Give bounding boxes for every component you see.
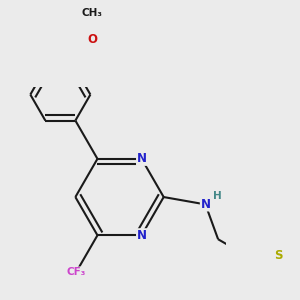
Text: O: O [87,33,97,46]
Text: N: N [136,152,147,165]
Text: CH₃: CH₃ [82,8,103,18]
Text: S: S [274,249,283,262]
Text: N: N [136,229,147,242]
Text: H: H [212,190,221,201]
Text: N: N [200,198,210,211]
Text: CF₃: CF₃ [67,267,86,277]
